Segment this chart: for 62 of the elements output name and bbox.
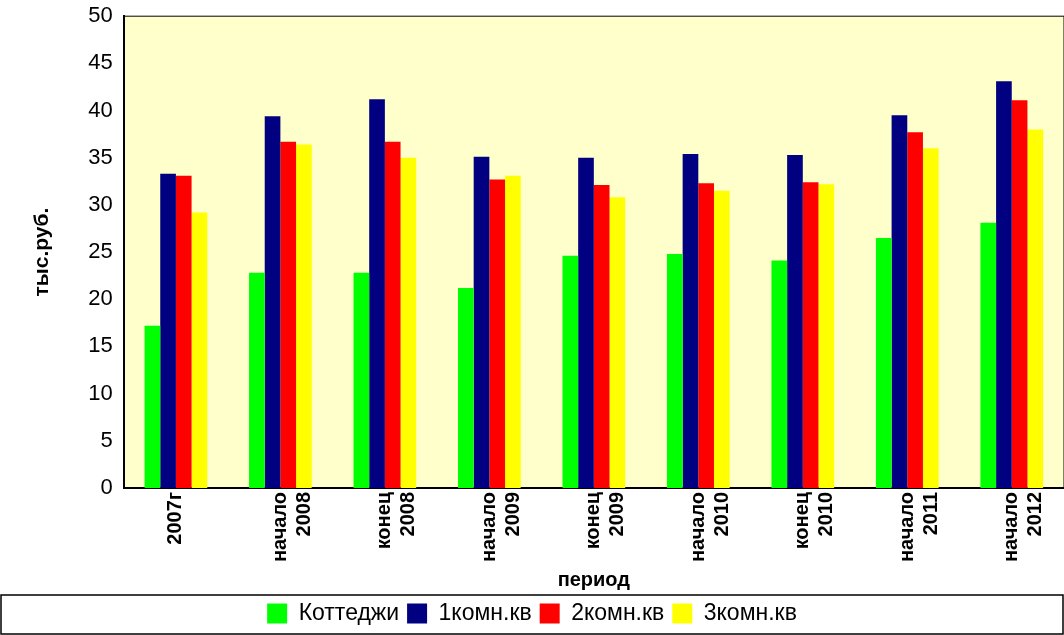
bar: [505, 175, 521, 488]
bar: [562, 255, 579, 488]
bar: [682, 153, 699, 488]
bar: [1027, 129, 1044, 488]
x-tick-label: конец 2009: [581, 491, 628, 550]
x-tick-label: начало 2009: [476, 491, 523, 563]
bar: [818, 184, 835, 488]
y-tick-label: 15: [88, 332, 113, 358]
bar: [280, 141, 297, 488]
legend-label: 3комн.кв: [703, 598, 797, 625]
bar: [891, 115, 908, 488]
bar: [473, 156, 490, 488]
bar: [160, 173, 176, 488]
bar: [369, 99, 385, 488]
x-tick-label: 2007г: [163, 491, 186, 545]
bar: [713, 190, 730, 488]
bar: [875, 237, 892, 488]
y-tick-label: 35: [88, 143, 113, 169]
bar: [296, 144, 312, 488]
bar: [175, 175, 192, 488]
bar: [353, 272, 370, 488]
legend-label: Коттеджи: [298, 598, 400, 625]
legend-label: 2комн.кв: [571, 598, 665, 625]
bar: [400, 157, 417, 488]
y-tick-label: 50: [88, 2, 113, 28]
bar: [264, 116, 281, 488]
bar: [666, 253, 683, 488]
y-tick-label: 5: [100, 426, 113, 452]
y-tick-label: 0: [100, 473, 113, 499]
y-tick-label: 10: [88, 379, 113, 405]
x-tick-label: конец 2008: [372, 491, 419, 550]
x-tick-label: начало 2008: [267, 491, 314, 563]
bar: [578, 157, 594, 488]
legend-label: 1комн.кв: [438, 598, 532, 625]
bar: [191, 212, 208, 488]
x-tick-label: начало 2011: [894, 491, 941, 563]
bar: [489, 179, 506, 488]
bar: [980, 222, 997, 488]
bar: [593, 185, 610, 488]
y-axis-title: тыс.руб.: [29, 207, 53, 297]
bar: [1011, 100, 1028, 488]
bar: [249, 272, 265, 488]
bar: [787, 154, 803, 488]
y-tick-label: 20: [88, 285, 113, 311]
bar: [698, 183, 714, 488]
y-tick-label: 30: [88, 190, 113, 216]
bar: [907, 132, 923, 488]
bar: [384, 141, 401, 488]
bar: [922, 148, 939, 488]
bar: [144, 325, 161, 488]
bar: [802, 182, 819, 488]
bar: [609, 197, 626, 488]
x-axis-title: период: [557, 567, 631, 590]
bar: [458, 287, 474, 488]
y-tick-label: 40: [88, 96, 113, 122]
bar: [771, 260, 788, 488]
x-tick-label: начало 2010: [685, 491, 732, 563]
y-tick-label: 25: [88, 238, 113, 264]
bar: [996, 81, 1012, 488]
x-tick-label: начало 2012: [999, 491, 1046, 563]
x-tick-label: конец 2010: [790, 491, 837, 550]
y-tick-label: 45: [88, 49, 113, 75]
